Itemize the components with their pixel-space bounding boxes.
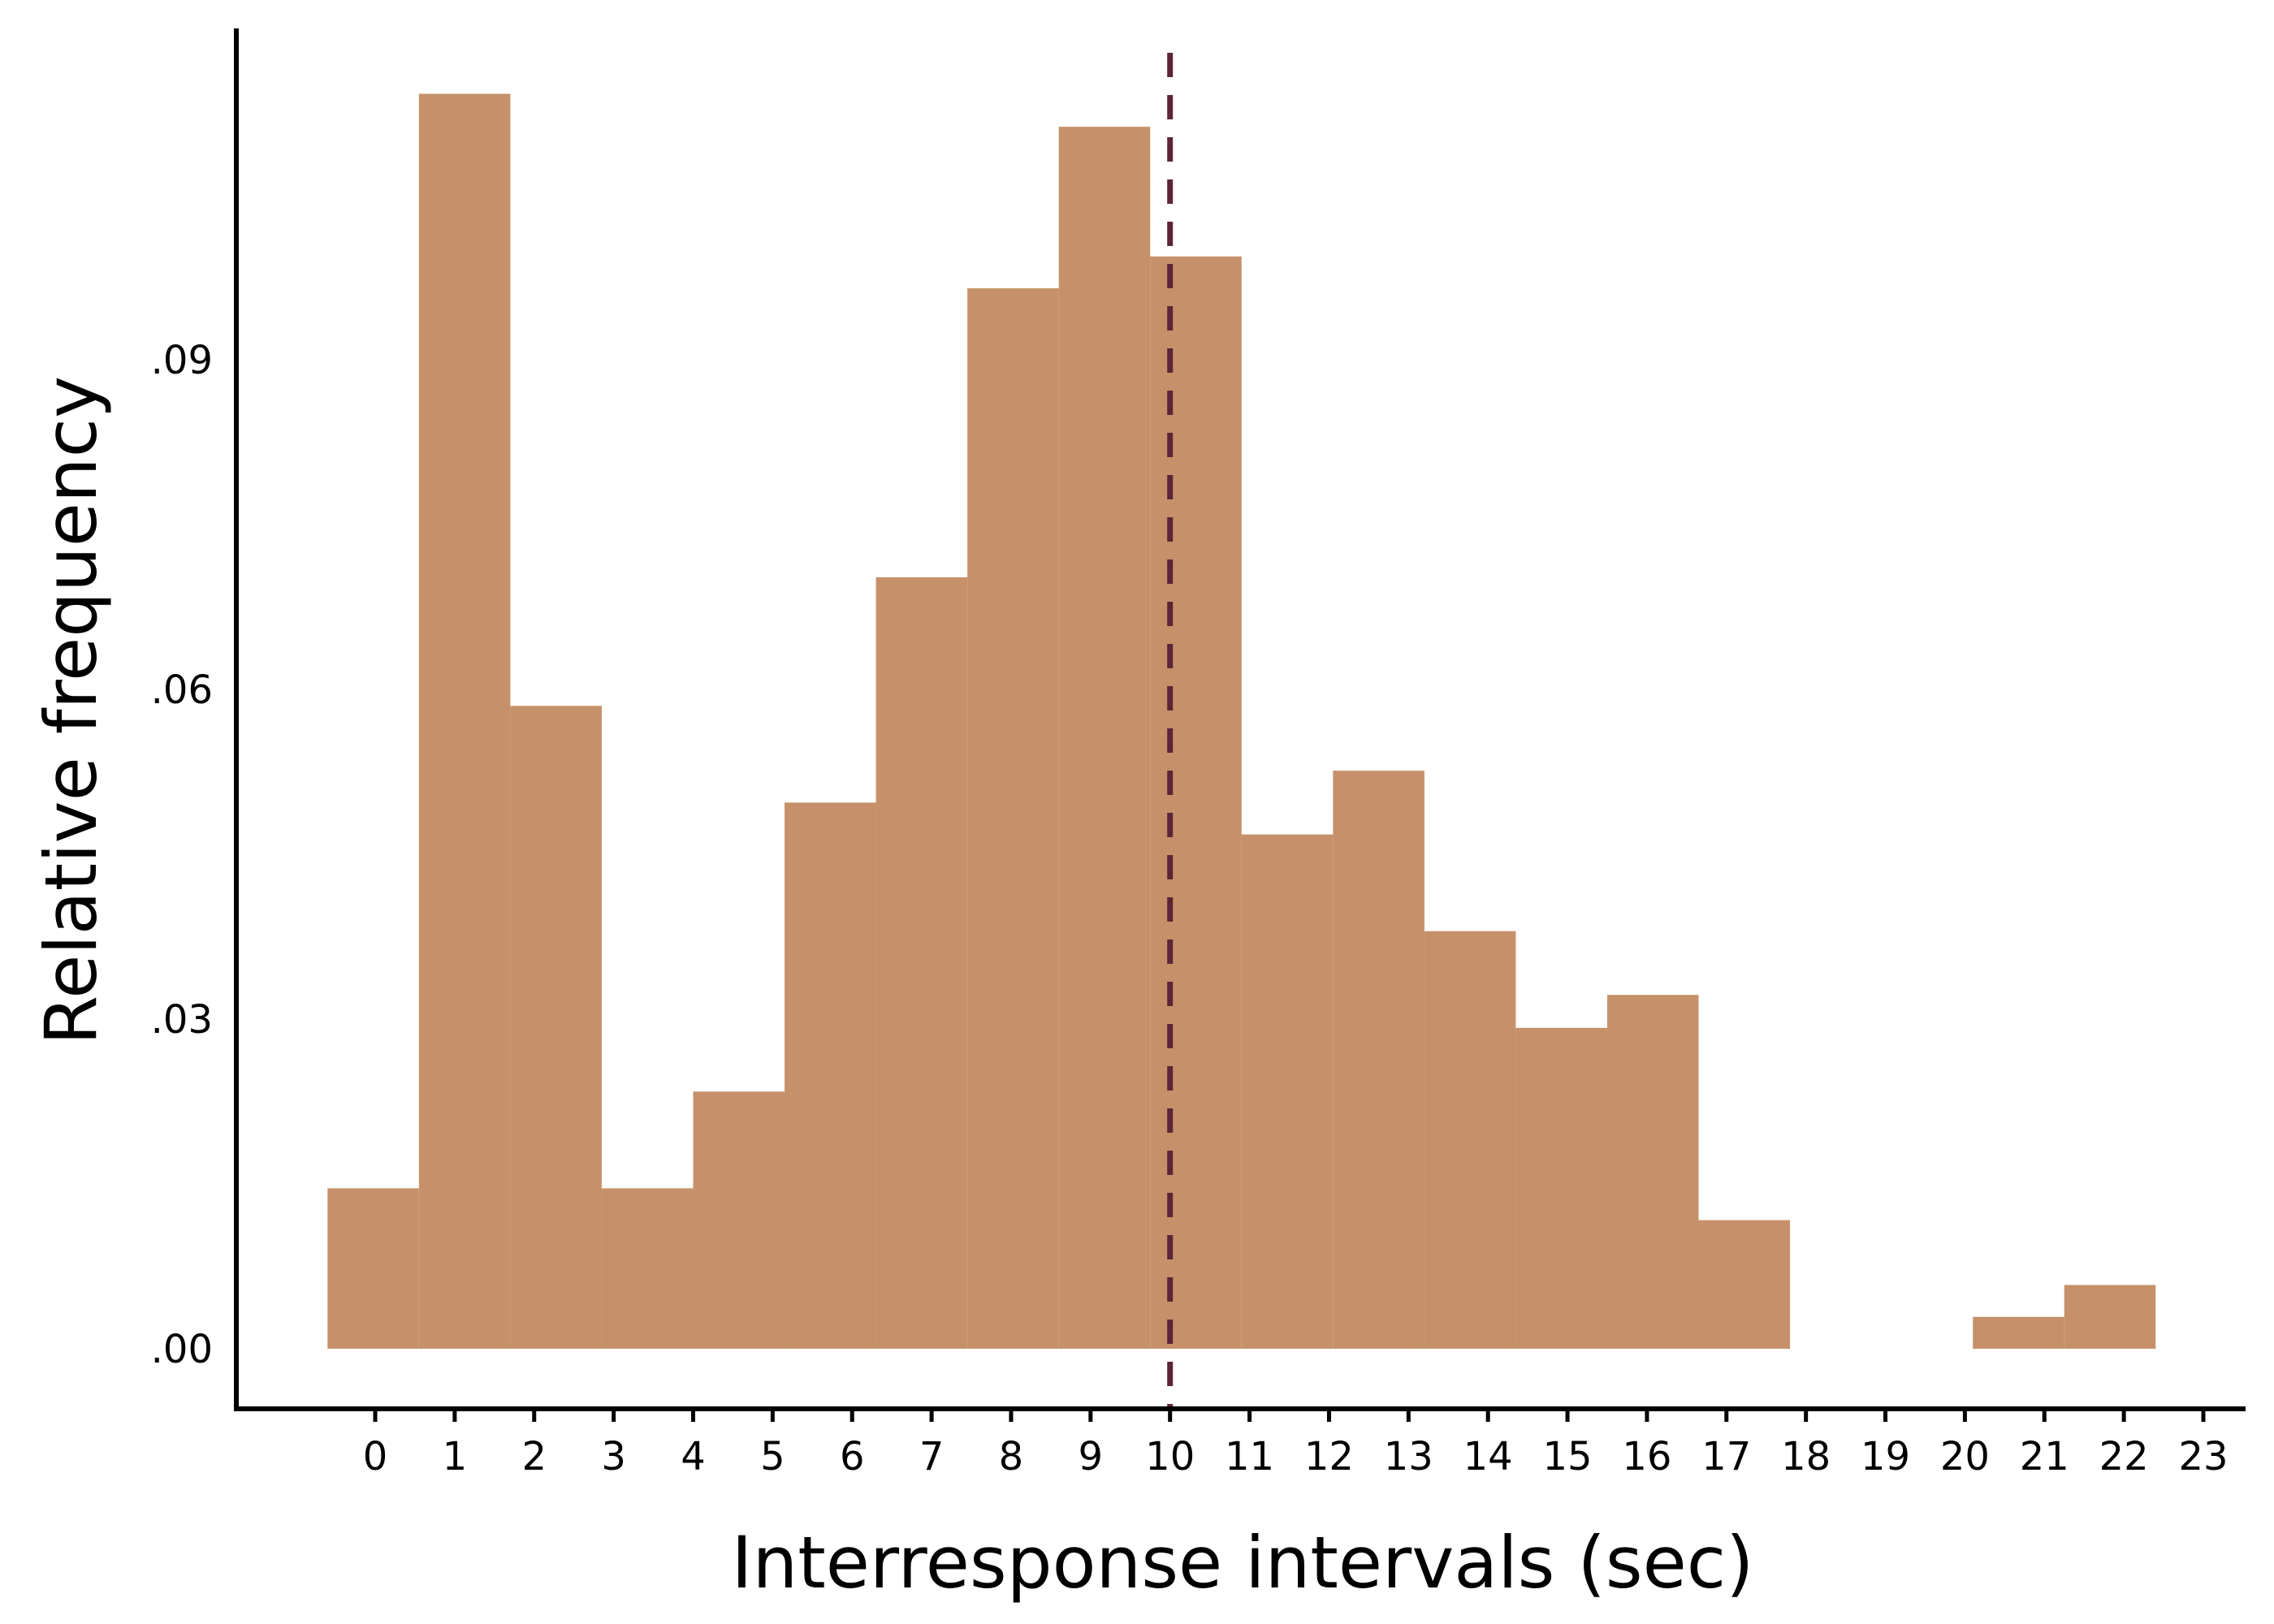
- histogram-bar: [1241, 834, 1334, 1349]
- x-tick-label: 2: [521, 1434, 547, 1479]
- y-tick-label: .09: [151, 338, 213, 383]
- x-tick-label: 12: [1304, 1434, 1354, 1479]
- x-axis-title: Interresponse intervals (sec): [731, 1521, 1753, 1605]
- x-tick-label: 3: [601, 1434, 626, 1479]
- x-tick-label: 1: [443, 1434, 468, 1479]
- x-tick-label: 4: [681, 1434, 706, 1479]
- histogram-bar: [1515, 1027, 1607, 1349]
- x-tick-label: 11: [1225, 1434, 1274, 1479]
- x-tick-label: 9: [1079, 1434, 1104, 1479]
- axes-layer: [234, 28, 2246, 1411]
- histogram-bar: [510, 706, 602, 1349]
- histogram-bar: [418, 93, 511, 1350]
- histogram-bar: [1973, 1316, 2064, 1349]
- x-tick-label: 22: [2099, 1434, 2149, 1479]
- y-axis-title: Relative frequency: [29, 376, 113, 1045]
- x-tick-label: 16: [1622, 1434, 1671, 1479]
- x-tick-label: 19: [1861, 1434, 1910, 1479]
- histogram-bar: [1698, 1220, 1791, 1349]
- x-tick-label: 23: [2178, 1434, 2228, 1479]
- histogram-bar: [875, 577, 968, 1349]
- histogram-bar: [967, 288, 1059, 1349]
- y-tick-label: .00: [151, 1327, 213, 1372]
- x-tick-label: 13: [1384, 1434, 1433, 1479]
- x-tick-label: 6: [840, 1434, 865, 1479]
- histogram-bar: [693, 1091, 785, 1349]
- histogram-bar: [785, 802, 876, 1349]
- histogram-bar: [2064, 1285, 2156, 1349]
- x-ticks: 0 1 2 3 4 5 6 7 8 9 10 11 12 13 14 15 16 17 18 19 20 21 22 23: [363, 1409, 2229, 1479]
- histogram-bar: [1606, 995, 1699, 1349]
- histogram-bar: [327, 1188, 419, 1349]
- x-tick-label: 15: [1543, 1434, 1593, 1479]
- x-tick-label: 20: [1940, 1434, 1990, 1479]
- x-tick-label: 8: [999, 1434, 1024, 1479]
- x-tick-label: 21: [2020, 1434, 2069, 1479]
- bars-layer: [327, 93, 2156, 1350]
- x-tick-label: 14: [1463, 1434, 1513, 1479]
- y-tick-label: .06: [151, 667, 213, 713]
- histogram-bar: [1058, 127, 1151, 1349]
- x-tick-label: 17: [1701, 1434, 1751, 1479]
- y-ticks: .00 .03 .06 .09: [151, 338, 213, 1372]
- x-tick-label: 18: [1781, 1434, 1831, 1479]
- histogram-bar: [1424, 931, 1516, 1349]
- x-tick-label: 10: [1145, 1434, 1195, 1479]
- histogram-bar: [601, 1188, 694, 1349]
- x-tick-label: 7: [919, 1434, 945, 1479]
- x-tick-label: 5: [760, 1434, 785, 1479]
- histogram-bar: [1333, 771, 1424, 1349]
- x-tick-label: 0: [363, 1434, 388, 1479]
- histogram-bar: [1150, 256, 1242, 1350]
- y-tick-label: .03: [151, 997, 213, 1043]
